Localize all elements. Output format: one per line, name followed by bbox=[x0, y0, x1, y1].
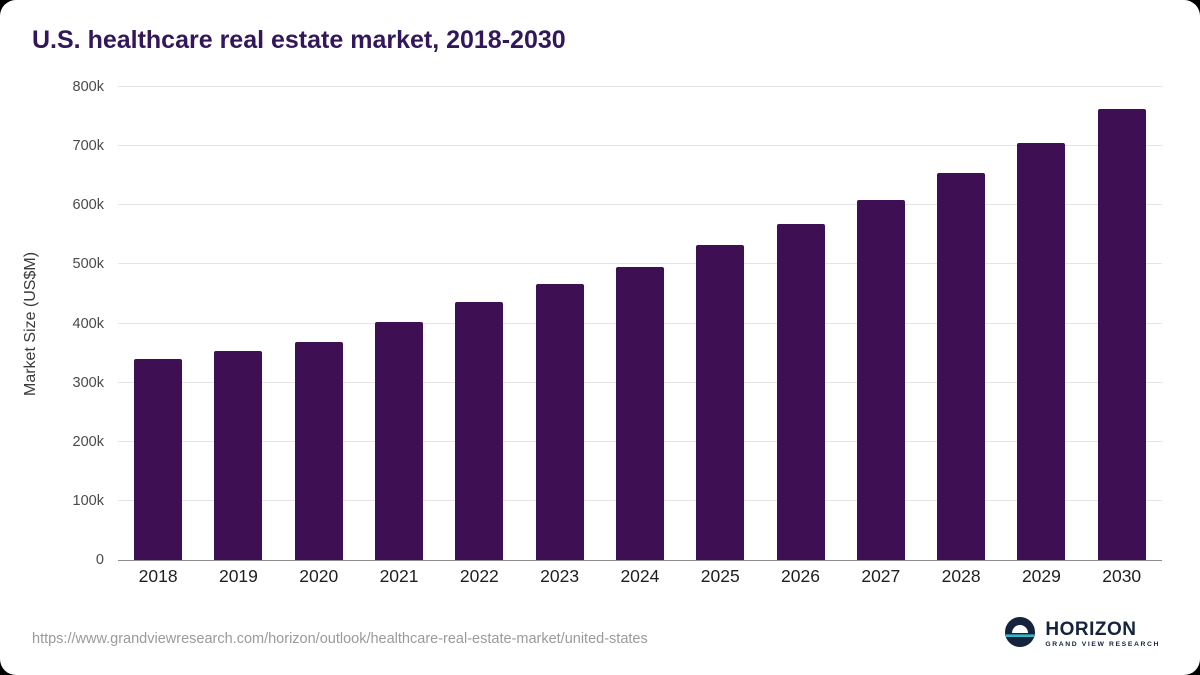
y-tick-label: 500k bbox=[72, 256, 104, 273]
y-axis-title: Market Size (US$M) bbox=[22, 251, 39, 396]
x-tick-label: 2018 bbox=[138, 566, 178, 586]
source-url: https://www.grandviewresearch.com/horizo… bbox=[32, 631, 648, 647]
bar-2027 bbox=[856, 199, 905, 560]
x-axis-labels: 2018 2019 2020 2021 2022 2023 2024 2025 2026 2027… bbox=[118, 566, 1162, 587]
horizon-logo-icon bbox=[1004, 616, 1036, 653]
bar-2023 bbox=[535, 284, 584, 560]
x-tick-label: 2020 bbox=[299, 566, 339, 586]
y-tick-label: 400k bbox=[72, 315, 104, 332]
gridline bbox=[118, 145, 1162, 147]
gridline bbox=[118, 204, 1162, 206]
x-tick-label: 2022 bbox=[459, 566, 499, 586]
horizon-logo-text: HORIZON GRAND VIEW RESEARCH bbox=[1045, 620, 1160, 649]
y-tick-label: 700k bbox=[72, 138, 104, 155]
bar-2024 bbox=[615, 266, 664, 560]
bar-2021 bbox=[375, 321, 424, 560]
y-tick-label: 800k bbox=[72, 79, 104, 95]
x-tick-label: 2019 bbox=[218, 566, 258, 586]
x-tick-label: 2023 bbox=[540, 566, 580, 586]
x-tick-label: 2029 bbox=[1021, 566, 1061, 586]
horizon-logo-subtitle: GRAND VIEW RESEARCH bbox=[1045, 641, 1160, 649]
horizon-logo-name: HORIZON bbox=[1045, 619, 1137, 641]
bar-2022 bbox=[455, 301, 504, 560]
bar-2028 bbox=[937, 172, 986, 560]
bar-2019 bbox=[214, 351, 263, 560]
bar-2026 bbox=[776, 224, 825, 560]
y-tick-label: 300k bbox=[72, 374, 104, 391]
chart-title: U.S. healthcare real estate market, 2018… bbox=[32, 26, 566, 54]
y-tick-label: 600k bbox=[72, 197, 104, 214]
bar-2025 bbox=[696, 245, 745, 560]
y-tick-label: 100k bbox=[72, 492, 104, 509]
plot-area: 0 100k 200k 300k 400k 500k 600k 700k 800k bbox=[73, 79, 1162, 568]
x-tick-label: 2028 bbox=[941, 566, 981, 586]
bar-2018 bbox=[134, 358, 183, 560]
x-tick-label: 2026 bbox=[781, 566, 820, 586]
gridline bbox=[118, 263, 1162, 265]
gridline bbox=[118, 86, 1162, 87]
bar-2020 bbox=[294, 342, 343, 560]
bar-2030 bbox=[1097, 109, 1146, 560]
x-tick-label: 2025 bbox=[700, 566, 740, 586]
x-tick-label: 2030 bbox=[1102, 566, 1142, 586]
x-tick-label: 2021 bbox=[379, 566, 419, 586]
bar-2029 bbox=[1017, 142, 1066, 560]
x-tick-label: 2024 bbox=[620, 566, 660, 586]
bars-container bbox=[118, 87, 1162, 560]
y-tick-label: 0 bbox=[95, 552, 104, 568]
y-tick-label: 200k bbox=[72, 433, 104, 450]
horizon-logo: HORIZON GRAND VIEW RESEARCH bbox=[1004, 616, 1160, 653]
x-tick-label: 2027 bbox=[861, 566, 901, 586]
